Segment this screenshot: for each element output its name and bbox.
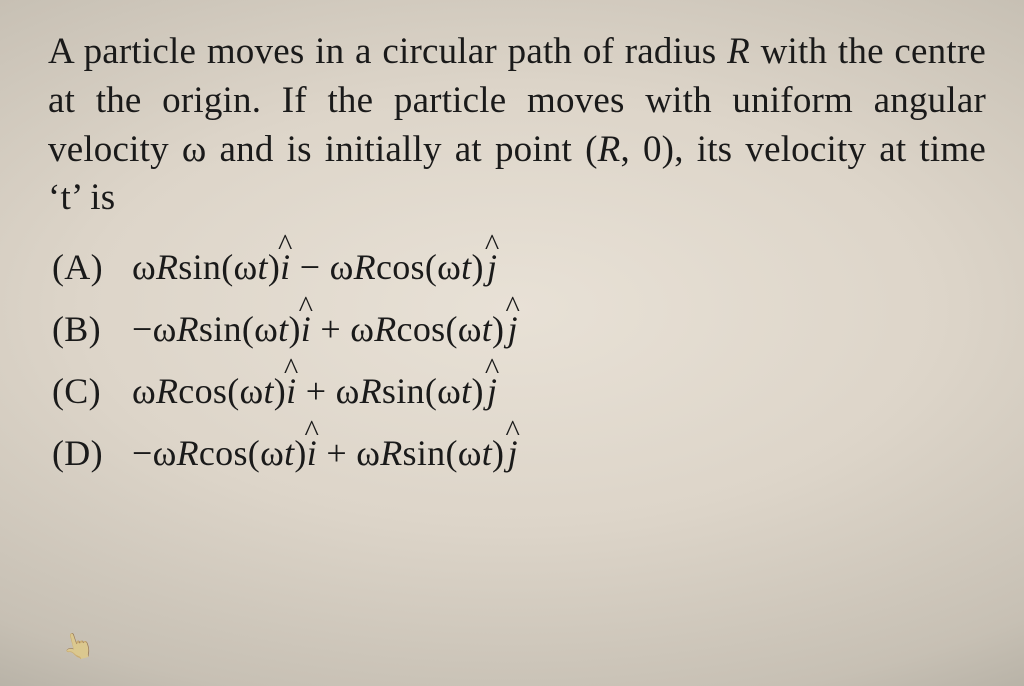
tok-t: t <box>258 247 268 287</box>
tok: sin <box>382 371 425 411</box>
j-hat-icon: j <box>508 435 518 471</box>
tok: + ω <box>317 433 380 473</box>
option-label: (D) <box>52 435 132 471</box>
tok: (ω <box>425 371 461 411</box>
tok: ) <box>471 247 483 287</box>
tok-R: R <box>374 309 396 349</box>
tok: (ω <box>445 309 481 349</box>
option-expression: ωRcos(ωt)i + ωRsin(ωt) j <box>132 373 497 409</box>
tok-t: t <box>461 247 471 287</box>
i-hat-icon: i <box>301 311 311 347</box>
j-hat-icon: j <box>508 311 518 347</box>
tok-t: t <box>263 371 273 411</box>
tok-t: t <box>482 433 492 473</box>
i-hat-icon: i <box>307 435 317 471</box>
j-hat-icon: j <box>487 249 497 285</box>
tok: (ω <box>227 371 263 411</box>
tok-R: R <box>360 371 382 411</box>
page: A particle moves in a circular path of r… <box>0 0 1024 686</box>
tok: cos <box>199 433 248 473</box>
tok: (ω <box>248 433 284 473</box>
tok-R: R <box>380 433 402 473</box>
option-expression: ωRsin(ωt)i − ωRcos(ωt) j <box>132 249 497 285</box>
option-expression: −ωRcos(ωt)i + ωRsin(ωt) j <box>132 435 518 471</box>
tok: cos <box>397 309 446 349</box>
question-text: A particle moves in a circular path of r… <box>48 28 986 223</box>
tok-t: t <box>461 371 471 411</box>
tok: cos <box>178 371 227 411</box>
tok-R: R <box>177 309 199 349</box>
tok-t: t <box>482 309 492 349</box>
tok: (ω <box>425 247 461 287</box>
pointer-hand-icon: 👆 <box>59 628 98 665</box>
question-part: A particle moves in a circular path of r… <box>48 31 727 72</box>
tok: − ω <box>290 247 353 287</box>
tok-R: R <box>354 247 376 287</box>
tok-R: R <box>177 433 199 473</box>
option-expression: −ωRsin(ωt)i + ωRcos(ωt) j <box>132 311 518 347</box>
tok-t: t <box>278 309 288 349</box>
option-c[interactable]: (C) ωRcos(ωt)i + ωRsin(ωt) j <box>52 373 986 409</box>
question-var-R: R <box>598 129 621 170</box>
tok-R: R <box>156 371 178 411</box>
option-d[interactable]: (D) −ωRcos(ωt)i + ωRsin(ωt) j <box>52 435 986 471</box>
tok: −ω <box>132 433 177 473</box>
tok: ) <box>471 371 483 411</box>
tok-R: R <box>156 247 178 287</box>
options-list: (A) ωRsin(ωt)i − ωRcos(ωt) j (B) −ωRsin(… <box>48 249 986 471</box>
question-var-R: R <box>727 31 750 72</box>
i-hat-icon: i <box>286 373 296 409</box>
option-label: (A) <box>52 249 132 285</box>
i-hat-icon: i <box>280 249 290 285</box>
tok: + ω <box>311 309 374 349</box>
tok: ) <box>492 309 504 349</box>
tok: ) <box>492 433 504 473</box>
j-hat-icon: j <box>487 373 497 409</box>
tok: −ω <box>132 309 177 349</box>
tok: sin <box>178 247 221 287</box>
option-label: (B) <box>52 311 132 347</box>
option-label: (C) <box>52 373 132 409</box>
tok: sin <box>199 309 242 349</box>
tok-t: t <box>284 433 294 473</box>
option-b[interactable]: (B) −ωRsin(ωt)i + ωRcos(ωt) j <box>52 311 986 347</box>
tok: ω <box>132 247 156 287</box>
tok: (ω <box>445 433 481 473</box>
tok: (ω <box>221 247 257 287</box>
tok: + ω <box>296 371 359 411</box>
option-a[interactable]: (A) ωRsin(ωt)i − ωRcos(ωt) j <box>52 249 986 285</box>
tok: ω <box>132 371 156 411</box>
tok: (ω <box>242 309 278 349</box>
tok: sin <box>403 433 446 473</box>
tok: cos <box>376 247 425 287</box>
